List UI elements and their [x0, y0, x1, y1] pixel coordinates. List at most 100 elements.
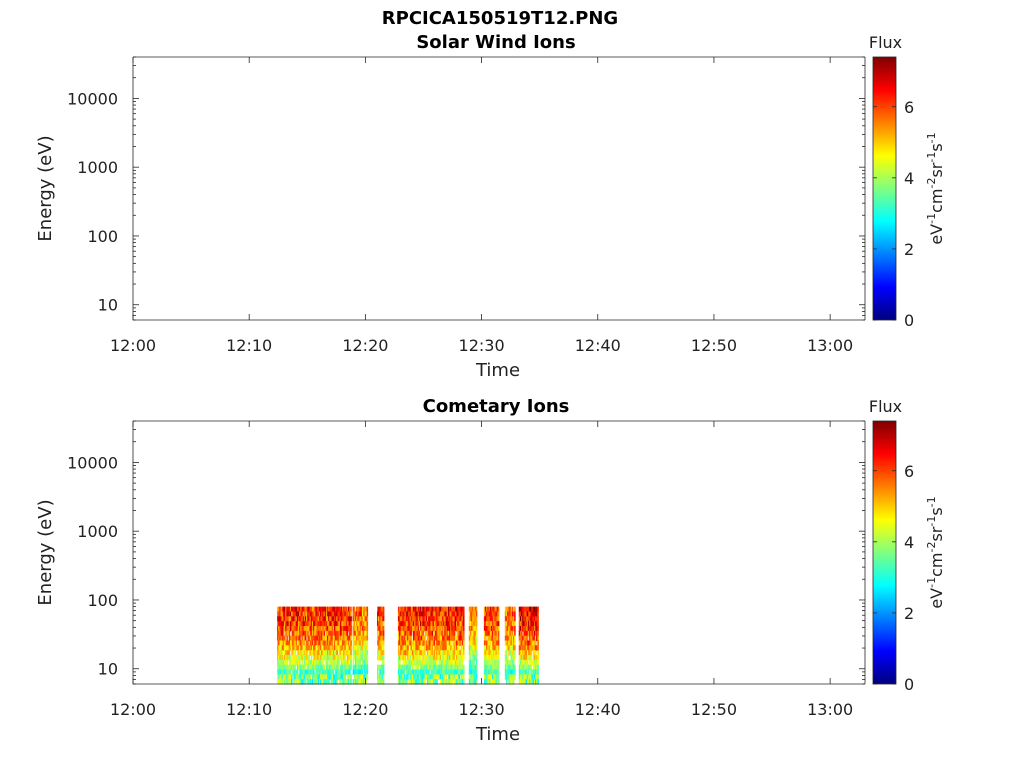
x-tick-label: 12:00	[110, 336, 156, 355]
heatmap-cell	[468, 645, 471, 651]
heatmap-cell	[497, 611, 500, 617]
heatmap-cell	[293, 621, 295, 627]
heatmap-cell	[409, 645, 412, 651]
heatmap-cell	[366, 635, 369, 642]
heatmap-cell	[278, 659, 280, 666]
heatmap-cell	[421, 659, 423, 666]
heatmap-cell	[397, 654, 400, 661]
heatmap-cell	[287, 616, 290, 622]
heatmap-cell	[310, 616, 313, 622]
heatmap-cell	[356, 606, 358, 613]
heatmap-cell	[377, 611, 379, 617]
heatmap-cell	[335, 606, 337, 613]
heatmap-cell	[421, 630, 423, 637]
heatmap-cell	[401, 635, 403, 642]
heatmap-cell	[512, 679, 515, 685]
heatmap-cell	[413, 635, 415, 642]
heatmap-cell	[410, 640, 413, 646]
heatmap-cell	[461, 669, 464, 675]
heatmap-cell	[450, 616, 452, 622]
heatmap-cell	[495, 616, 498, 622]
heatmap-cell	[445, 630, 448, 637]
heatmap-cell	[451, 625, 453, 632]
heatmap-cell	[307, 616, 309, 622]
heatmap-cell	[286, 679, 288, 685]
heatmap-cell	[471, 625, 473, 632]
heatmap-cell	[429, 679, 431, 685]
heatmap-cell	[454, 669, 457, 675]
heatmap-cell	[456, 674, 458, 680]
heatmap-cell	[453, 645, 456, 651]
heatmap-cell	[423, 635, 426, 642]
heatmap-cell	[293, 630, 295, 637]
heatmap-cell	[421, 640, 423, 646]
heatmap-cell	[490, 679, 493, 685]
unit-base: sr	[927, 526, 946, 541]
heatmap-cell	[474, 674, 477, 680]
heatmap-cell	[487, 611, 489, 617]
heatmap-cell	[314, 664, 316, 671]
heatmap-cell	[401, 640, 403, 646]
heatmap-cell	[473, 645, 475, 651]
heatmap-cell	[512, 674, 515, 680]
heatmap-cell	[439, 640, 442, 646]
heatmap-cell	[299, 674, 301, 680]
heatmap-cell	[410, 621, 413, 627]
heatmap-cell	[377, 645, 379, 651]
heatmap-cell	[338, 621, 341, 627]
heatmap-cell	[379, 664, 381, 671]
heatmap-cell	[433, 669, 436, 675]
heatmap-cell	[510, 645, 513, 651]
heatmap-cell	[496, 625, 499, 632]
heatmap-cell	[308, 645, 311, 651]
heatmap-cell	[475, 611, 478, 617]
heatmap-cell	[461, 625, 464, 632]
heatmap-cell	[345, 669, 348, 675]
heatmap-cell	[459, 611, 462, 617]
panel-title: Solar Wind Ions	[416, 32, 575, 53]
heatmap-cell	[490, 669, 493, 675]
heatmap-cell	[474, 645, 477, 651]
heatmap-cell	[468, 650, 471, 656]
heatmap-cell	[339, 625, 342, 632]
x-tick-label: 12:20	[342, 336, 388, 355]
heatmap-cell	[429, 635, 431, 642]
heatmap-cell	[511, 674, 514, 680]
heatmap-cell	[425, 659, 428, 666]
heatmap-cell	[416, 645, 419, 651]
heatmap-cell	[483, 606, 486, 613]
heatmap-cell	[325, 679, 328, 685]
heatmap-cell	[494, 654, 496, 661]
heatmap-cell	[324, 616, 327, 622]
heatmap-cell	[352, 635, 355, 642]
heatmap-cell	[299, 625, 301, 632]
heatmap-cell	[497, 630, 500, 637]
heatmap-cell	[364, 635, 366, 642]
heatmap-cell	[468, 625, 471, 632]
heatmap-cell	[293, 645, 295, 651]
heatmap-cell	[401, 679, 403, 685]
heatmap-cell	[508, 659, 510, 666]
heatmap-cell	[489, 611, 492, 617]
heatmap-cell	[316, 645, 319, 651]
heatmap-cell	[452, 640, 455, 646]
heatmap-cell	[294, 606, 297, 613]
heatmap-cell	[493, 625, 495, 632]
heatmap-cell	[340, 616, 343, 622]
heatmap-cell	[449, 625, 451, 632]
heatmap-cell	[339, 679, 342, 685]
heatmap-cell	[344, 679, 347, 685]
heatmap-cell	[378, 674, 380, 680]
heatmap-cell	[537, 679, 539, 685]
heatmap-cell	[288, 659, 291, 666]
heatmap-cell	[436, 640, 438, 646]
heatmap-cell	[425, 669, 428, 675]
heatmap-cell	[381, 669, 384, 675]
heatmap-cell	[475, 679, 478, 685]
heatmap-cell	[418, 635, 421, 642]
heatmap-cell	[408, 625, 410, 632]
heatmap-cell	[277, 640, 279, 646]
heatmap-cell	[496, 616, 499, 622]
heatmap-cell	[444, 664, 446, 671]
heatmap-cell	[403, 616, 406, 622]
